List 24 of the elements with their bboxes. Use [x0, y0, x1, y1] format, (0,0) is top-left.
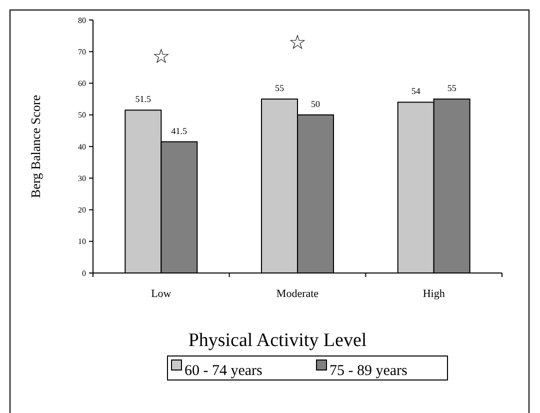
annotation: ☆ — [152, 44, 170, 68]
x-tick-label: High — [422, 288, 446, 300]
legend-label: 60 - 74 years — [184, 363, 263, 379]
x-tick-label: Moderate — [276, 288, 319, 300]
data-label: 41.5 — [171, 126, 188, 136]
y-tick-label: 10 — [78, 237, 86, 246]
data-label: 55 — [275, 83, 284, 94]
x-tick-label: Low — [151, 288, 172, 300]
y-tick-label: 50 — [78, 110, 86, 120]
y-axis-title: Berg Balance Score — [28, 94, 43, 198]
data-label: 51.5 — [135, 94, 152, 104]
annotation: ☆ — [288, 30, 306, 54]
y-tick-label: 0 — [82, 268, 86, 278]
y-tick-label: 30 — [78, 174, 86, 183]
data-label: 50 — [311, 98, 320, 109]
data-label: 55 — [447, 83, 457, 94]
y-tick-label: 70 — [78, 47, 86, 56]
data-label: 54 — [411, 86, 421, 96]
y-tick-label: 20 — [78, 206, 86, 215]
y-tick-label: 40 — [78, 142, 86, 152]
x-axis-title: Physical Activity Level — [188, 330, 367, 351]
legend-label: 75 - 89 years — [330, 363, 408, 379]
y-tick-label: 80 — [78, 16, 86, 25]
y-tick-label: 60 — [78, 79, 86, 88]
